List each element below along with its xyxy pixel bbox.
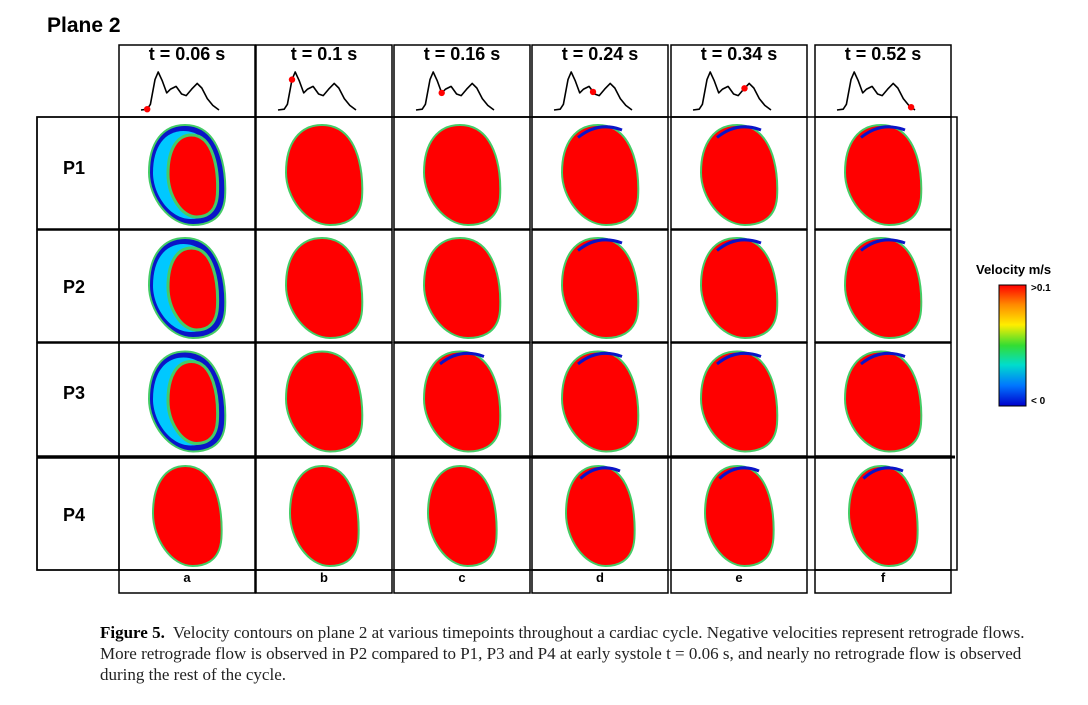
velocity-contour-b-p3 (284, 350, 364, 453)
velocity-contour-c-p3 (422, 350, 502, 453)
row-label-p3: P3 (62, 383, 86, 403)
velocity-contour-b-p4 (288, 464, 360, 568)
grid-cell (531, 229, 669, 343)
column-label-c: c (458, 570, 466, 585)
grid-cell (393, 229, 531, 343)
legend-colorbar (998, 284, 1027, 407)
legend-title: Velocity m/s (976, 262, 1052, 277)
time-label-d: t = 0.24 s (561, 44, 639, 64)
plane-title: Plane 2 (47, 14, 121, 37)
time-label-e: t = 0.34 s (700, 44, 778, 64)
grid-frame (36, 116, 958, 571)
timepoint-marker (907, 104, 915, 111)
timepoint-marker (741, 85, 748, 92)
velocity-contour-c-p1 (422, 123, 502, 227)
velocity-contour-d-p1 (560, 123, 640, 227)
timepoint-marker (438, 89, 445, 97)
column-label-e: e (735, 570, 743, 585)
velocity-contour-d-p2 (560, 236, 640, 340)
timepoint-marker (288, 76, 296, 83)
velocity-contour-e-p1 (699, 123, 779, 227)
row-label-p1: P1 (62, 158, 86, 178)
velocity-contour-e-p2 (699, 236, 779, 340)
row-label-p2: P2 (62, 277, 86, 297)
flow-waveform (836, 71, 916, 111)
velocity-contour-f-p1 (843, 123, 923, 227)
time-label-b: t = 0.1 s (290, 44, 358, 64)
row-label-p4: P4 (62, 505, 86, 525)
time-label-a: t = 0.06 s (148, 44, 226, 64)
velocity-contour-e-p4 (703, 464, 775, 568)
time-label-f: t = 0.52 s (844, 44, 922, 64)
caption-text: Velocity contours on plane 2 at various … (100, 623, 1025, 684)
figure-number: Figure 5. (100, 623, 165, 642)
velocity-contour-d-p3 (560, 350, 640, 453)
velocity-contour-c-p4 (426, 464, 498, 568)
velocity-contour-f-p2 (843, 236, 923, 340)
column-label-d: d (596, 570, 604, 585)
velocity-contour-e-p3 (699, 350, 779, 453)
flow-waveform (415, 71, 495, 111)
legend-min-label: < 0 (1031, 396, 1046, 407)
velocity-contour-a-p2 (147, 236, 227, 340)
legend-max-label: >0.1 (1031, 283, 1051, 294)
velocity-contour-c-p2 (422, 236, 502, 340)
velocity-contour-a-p3 (147, 350, 227, 453)
column-label-a: a (183, 570, 191, 585)
column-label-b: b (320, 570, 328, 585)
velocity-contour-a-p4 (151, 464, 223, 568)
velocity-contour-b-p1 (284, 123, 364, 227)
flow-waveform (553, 71, 633, 111)
timepoint-marker (144, 106, 151, 113)
velocity-contour-b-p2 (284, 236, 364, 340)
flow-waveform (140, 71, 220, 111)
flow-waveform (277, 71, 357, 111)
velocity-contour-f-p4 (847, 464, 919, 568)
column-label-f: f (880, 570, 886, 585)
time-label-c: t = 0.16 s (423, 44, 501, 64)
grid-cell (814, 229, 952, 343)
figure-caption: Figure 5. Velocity contours on plane 2 at… (100, 622, 1060, 685)
grid-cell (255, 229, 393, 343)
grid-cell (118, 229, 256, 343)
velocity-contour-f-p3 (843, 350, 923, 453)
timepoint-marker (589, 88, 597, 96)
velocity-contour-a-p1 (147, 123, 227, 227)
grid-cell (670, 229, 808, 343)
velocity-contour-d-p4 (564, 464, 636, 568)
flow-waveform (692, 71, 772, 111)
